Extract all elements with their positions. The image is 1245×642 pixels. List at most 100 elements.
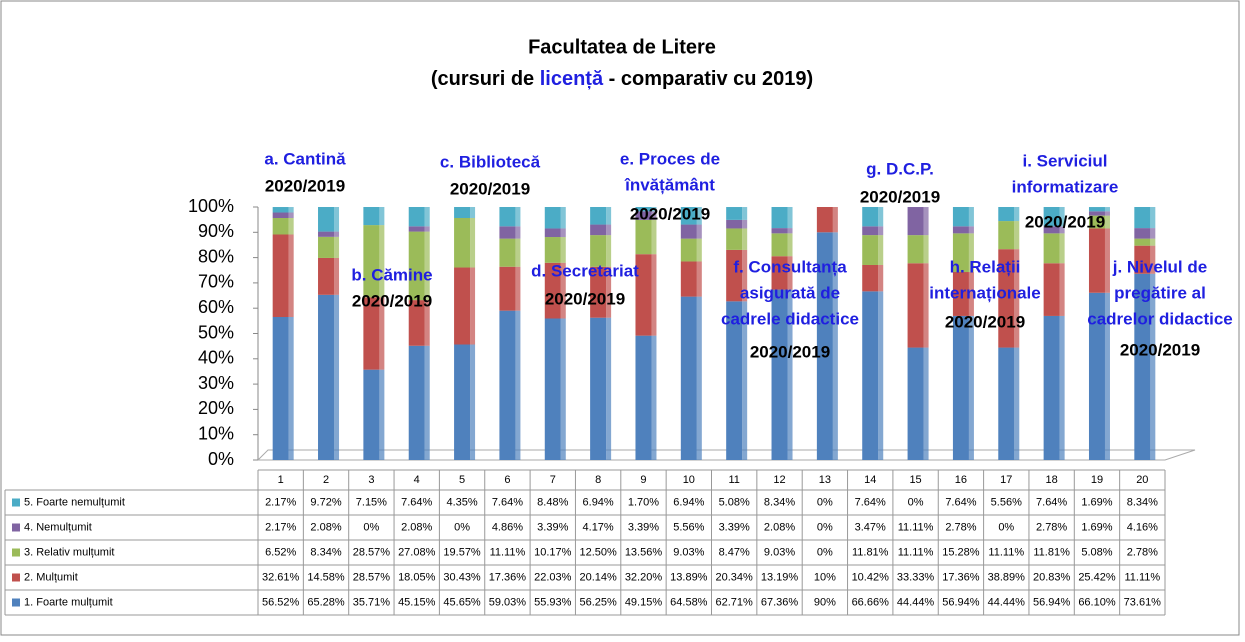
data-label: 0% (817, 496, 833, 508)
bar-segment-side (288, 234, 294, 318)
bar-segment-side (968, 226, 974, 234)
bar-segment (862, 264, 879, 292)
data-label: 7.64% (945, 496, 976, 508)
data-label: 33.33% (897, 571, 935, 583)
bar-segment (499, 226, 516, 239)
bar-segment-side (651, 254, 657, 336)
bar-segment (1043, 226, 1060, 234)
bar-segment (635, 207, 652, 212)
bar-segment (544, 237, 561, 263)
data-label: 0% (363, 521, 379, 533)
bar-segment (726, 301, 743, 460)
bar-segment-side (424, 226, 430, 232)
bar-segment-side (334, 207, 340, 232)
bar-segment-side (787, 228, 793, 234)
bar-segment (499, 310, 516, 460)
bar-segment-side (878, 291, 884, 460)
x-tick-label: 20 (1136, 474, 1148, 486)
annotation-year: 2020/2019 (265, 176, 345, 195)
x-tick-label: 8 (595, 474, 601, 486)
data-label: 44.44% (897, 596, 935, 608)
data-label: 32.20% (625, 571, 663, 583)
data-label: 1.69% (1081, 521, 1112, 533)
annotation-year: 2020/2019 (945, 312, 1025, 331)
bar-segment (862, 235, 879, 265)
bar-segment-side (1150, 207, 1156, 229)
data-label: 20.14% (579, 571, 617, 583)
bar-segment-side (470, 218, 476, 268)
data-label: 38.89% (988, 571, 1026, 583)
bar-segment-side (787, 207, 793, 229)
x-tick-label: 2 (323, 474, 329, 486)
data-label: 9.72% (310, 496, 341, 508)
bar-segment (363, 369, 380, 460)
bar-segment-side (878, 207, 884, 227)
annotation: c. Bibliotecă (440, 152, 541, 171)
bar-segment (363, 297, 380, 370)
bar-segment (862, 226, 879, 236)
bar-segment-side (968, 272, 974, 316)
bar-segment (544, 228, 561, 238)
bar-segment-side (1104, 215, 1110, 229)
bar-segment (544, 207, 561, 229)
bar-segment (998, 347, 1015, 460)
bar-segment (318, 294, 335, 460)
bar-segment-side (696, 238, 702, 262)
bar-segment (771, 228, 788, 234)
bar-segment (771, 207, 788, 229)
bar-segment-side (515, 226, 521, 239)
x-tick-label: 9 (640, 474, 646, 486)
bar-segment (1134, 273, 1151, 460)
bar-segment-side (742, 207, 748, 220)
bar-segment (1134, 238, 1151, 246)
bar-segment-side (1059, 233, 1065, 264)
data-label: 9.03% (764, 546, 795, 558)
bar-segment (363, 207, 380, 226)
bar-segment (363, 225, 380, 298)
data-label: 56.94% (942, 596, 980, 608)
bar-segment-side (424, 207, 430, 227)
data-label: 3.47% (855, 521, 886, 533)
bar-segment (272, 317, 289, 460)
x-tick-label: 1 (278, 474, 284, 486)
bar-segment-side (379, 297, 385, 370)
data-label: 2.17% (265, 521, 296, 533)
x-tick-label: 5 (459, 474, 465, 486)
data-label: 2.17% (265, 496, 296, 508)
bar-segment-side (742, 301, 748, 460)
bar-segment-side (334, 294, 340, 460)
bar-segment (1134, 207, 1151, 229)
bar-segment (408, 207, 425, 227)
bar-segment (408, 345, 425, 460)
bar-segment (499, 238, 516, 267)
annotation: informatizare (1012, 177, 1119, 196)
data-label: 2.78% (1127, 546, 1158, 558)
bar-segment (680, 238, 697, 262)
y-tick-label: 90% (198, 221, 234, 241)
data-label: 2.78% (1036, 521, 1067, 533)
bar-segment (726, 219, 743, 229)
bar-segment-side (1059, 315, 1065, 460)
x-tick-label: 17 (1000, 474, 1012, 486)
legend-key (12, 548, 20, 557)
data-label: 45.15% (398, 596, 436, 608)
y-tick-label: 30% (198, 373, 234, 393)
bar-segment (272, 218, 289, 235)
bar-segment (816, 232, 833, 460)
bar-segment (499, 266, 516, 311)
bar-segment-side (1014, 347, 1020, 460)
x-tick-label: 14 (864, 474, 876, 486)
data-label: 2.08% (401, 521, 432, 533)
bar-segment (408, 231, 425, 301)
bar-segment (408, 300, 425, 346)
data-label: 67.36% (761, 596, 799, 608)
chart-subtitle: (cursuri de licență - comparativ cu 2019… (431, 68, 813, 90)
data-label: 11.11% (898, 546, 934, 558)
data-label: 3.39% (537, 521, 568, 533)
data-label: 18.05% (398, 571, 436, 583)
data-label: 59.03% (489, 596, 527, 608)
bar-segment (680, 207, 697, 225)
data-label: 4.86% (492, 521, 523, 533)
annotation-year: 2020/2019 (750, 342, 830, 361)
x-tick-label: 6 (504, 474, 510, 486)
